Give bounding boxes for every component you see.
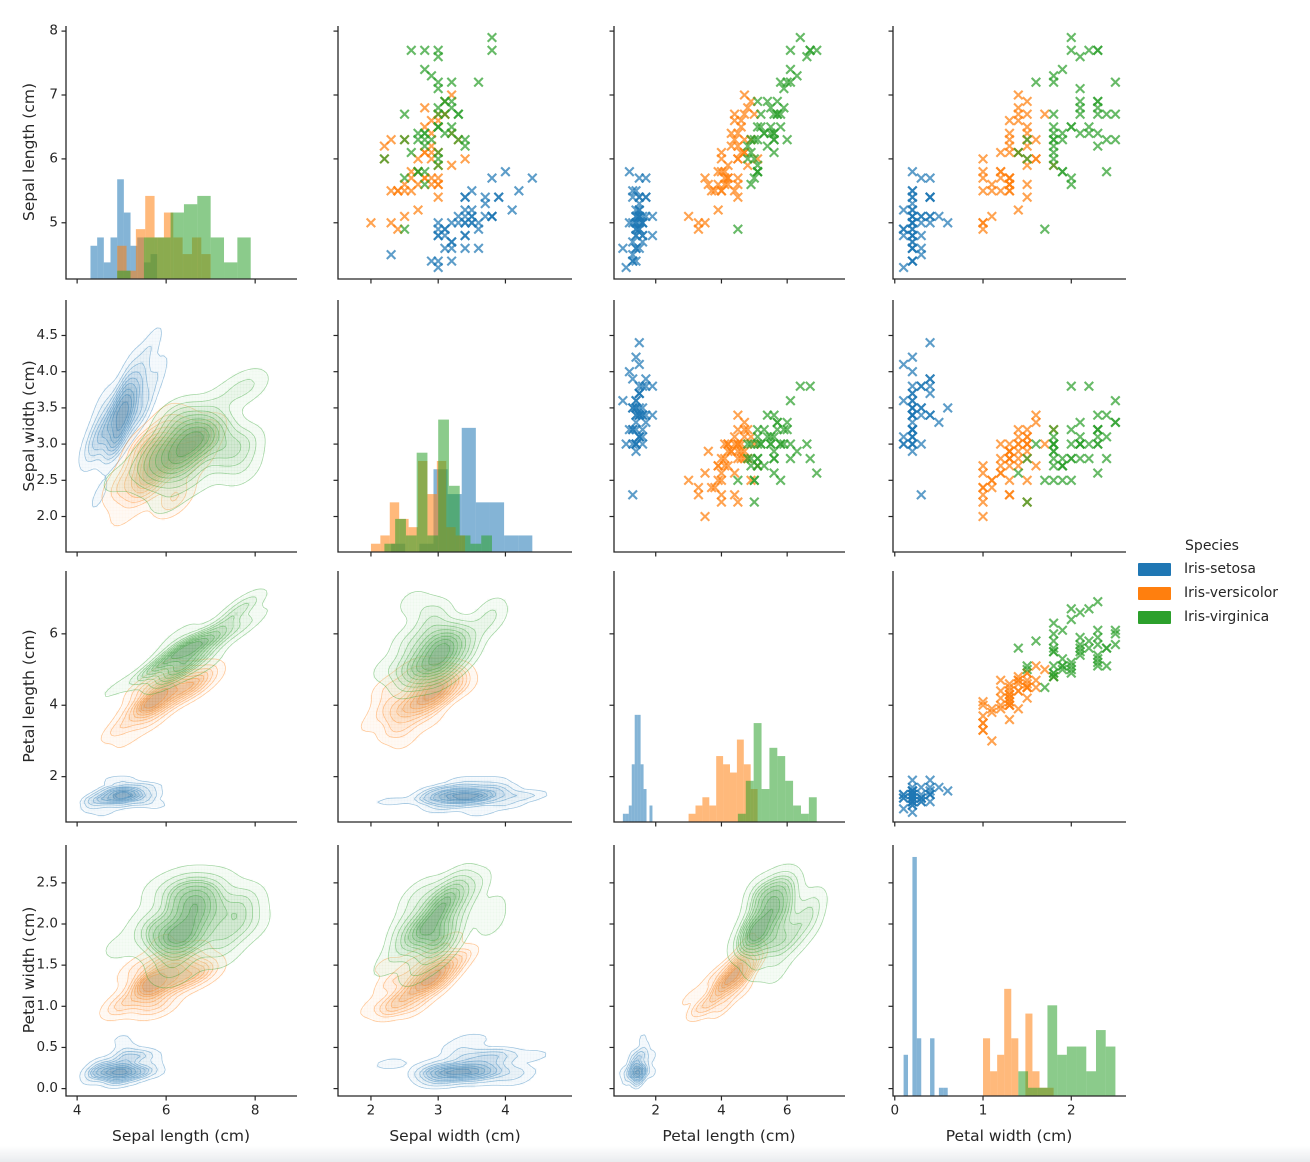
legend-entry-iris-versicolor: Iris-versicolor [1138,581,1286,605]
legend-swatch-iris-virginica [1138,610,1171,624]
x-axis-label-petal-length: Petal length (cm) [662,1127,796,1145]
y-axis-label-petal-length: Petal length (cm) [20,629,38,763]
y-axis-label-petal-width: Petal width (cm) [20,906,38,1034]
legend: Species Iris-setosa Iris-versicolor Iris… [1138,538,1286,629]
x-axis-label-petal-width: Petal width (cm) [945,1127,1073,1145]
legend-label-iris-versicolor: Iris-versicolor [1184,585,1279,601]
x-axis-label-sepal-length: Sepal length (cm) [112,1127,250,1145]
legend-label-iris-virginica: Iris-virginica [1184,609,1270,625]
legend-entry-iris-virginica: Iris-virginica [1138,605,1286,629]
legend-swatch-iris-setosa [1138,562,1171,576]
legend-label-iris-setosa: Iris-setosa [1184,561,1256,577]
legend-entry-iris-setosa: Iris-setosa [1138,557,1286,581]
page-bottom-gradient [0,1146,1310,1162]
legend-title: Species [1185,538,1239,554]
y-axis-label-sepal-length: Sepal length (cm) [20,83,38,221]
legend-swatch-iris-versicolor [1138,586,1171,600]
y-axis-label-sepal-width: Sepal width (cm) [20,360,38,492]
x-axis-label-sepal-width: Sepal width (cm) [389,1127,521,1145]
